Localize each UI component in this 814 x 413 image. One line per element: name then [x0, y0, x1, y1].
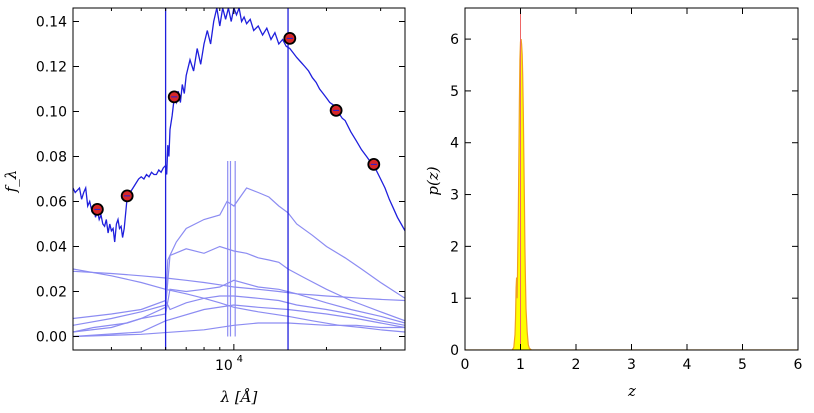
pz-x-tick-label: 2 — [572, 357, 581, 373]
sed-y-tick-label: 0.00 — [36, 330, 67, 346]
sed-fit-line — [73, 8, 405, 243]
pz-panel: 0 1 2 3 4 5 6 0 1 2 3 4 5 6 z p(z) — [424, 7, 803, 400]
sed-panel: 0.00 0.02 0.04 0.06 0.08 0.10 0.12 0.14 10 4 λ [Å… — [2, 7, 406, 406]
sed-x-tick-exponent: 4 — [237, 354, 243, 365]
pz-x-tick-label: 0 — [461, 357, 470, 373]
pz-y-tick-label: 0 — [450, 343, 459, 359]
sed-y-axis-label: f_λ — [2, 170, 20, 194]
pz-y-axis-label: p(z) — [424, 166, 442, 195]
sed-component-line — [73, 268, 405, 333]
pz-y-tick-label: 2 — [450, 239, 459, 255]
pz-x-tick-label: 1 — [516, 357, 525, 373]
sed-component-line — [73, 322, 405, 338]
pz-y-tick-label: 4 — [450, 136, 459, 152]
sed-y-tick-label: 0.06 — [36, 195, 67, 211]
sed-y-tick-label: 0.08 — [36, 150, 67, 166]
sed-y-tick-label: 0.14 — [36, 15, 67, 31]
sed-component-line — [73, 187, 405, 326]
pz-x-axis-label: z — [627, 382, 636, 400]
sed-component-line — [73, 304, 405, 338]
sed-x-axis-label: λ [Å] — [220, 388, 258, 406]
sed-y-tick-label: 0.02 — [36, 285, 67, 301]
pz-y-tick-label: 1 — [450, 291, 459, 307]
pz-x-tick-label: 4 — [683, 357, 692, 373]
sed-component-line — [73, 295, 405, 326]
sed-plot-area — [73, 8, 405, 350]
sed-y-tick-label: 0.10 — [36, 105, 67, 121]
sed-ticks: 0.00 0.02 0.04 0.06 0.08 0.10 0.12 0.14 10 4 — [36, 8, 405, 374]
sed-component-line — [73, 279, 405, 333]
pz-axes-frame — [464, 7, 799, 351]
sed-y-tick-label: 0.12 — [36, 60, 67, 76]
pz-x-tick-label: 6 — [794, 357, 803, 373]
pz-x-tick-label: 3 — [627, 357, 636, 373]
pz-area-fill — [465, 39, 798, 350]
sed-component-line — [73, 245, 405, 333]
pz-y-tick-label: 5 — [450, 84, 459, 100]
pz-ticks: 0 1 2 3 4 5 6 0 1 2 3 4 5 6 — [450, 8, 803, 373]
sed-component-line — [73, 270, 405, 302]
pz-plot-area — [465, 8, 798, 350]
sed-y-tick-label: 0.04 — [36, 240, 67, 256]
sed-axes-frame — [72, 7, 406, 351]
sed-x-tick-label: 10 — [215, 358, 233, 374]
pz-x-tick-label: 5 — [738, 357, 747, 373]
pz-y-tick-label: 3 — [450, 188, 459, 204]
pz-curve — [465, 38, 798, 350]
pz-y-tick-label: 6 — [450, 32, 459, 48]
